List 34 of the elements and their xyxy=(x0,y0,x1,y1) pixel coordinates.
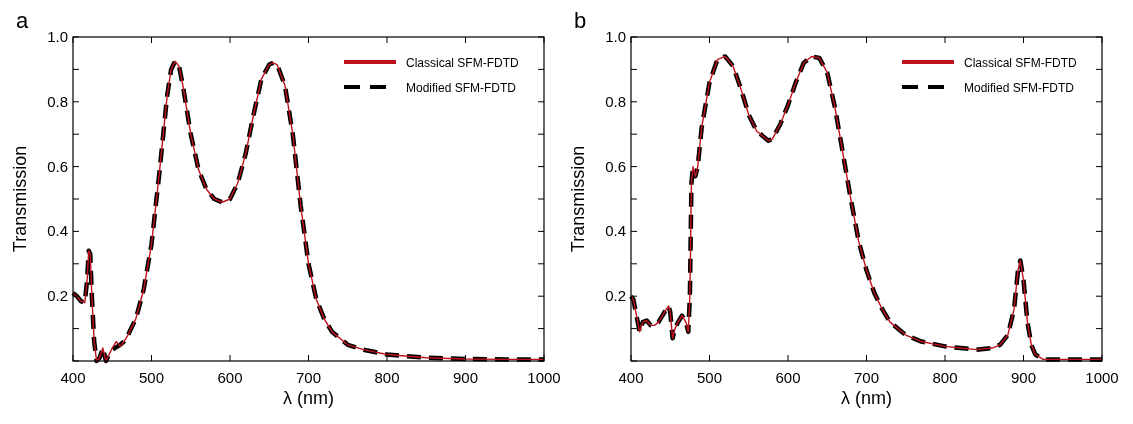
x-tick-label: 900 xyxy=(1010,369,1037,386)
y-tick-label: 1.0 xyxy=(47,28,68,45)
x-axis-title: λ (nm) xyxy=(283,388,334,408)
x-tick-label: 800 xyxy=(374,369,400,386)
y-tick-label: 0.8 xyxy=(605,92,626,110)
y-tick-label: 0.8 xyxy=(47,92,68,110)
x-tick-label: 500 xyxy=(138,369,165,386)
y-tick-label: 0.4 xyxy=(605,222,626,240)
x-axis-title: λ (nm) xyxy=(841,388,892,408)
x-tick-label: 600 xyxy=(775,369,801,386)
x-tick-label: 600 xyxy=(217,369,243,386)
x-tick-label: 1000 xyxy=(527,369,561,386)
x-tick-label: 900 xyxy=(452,369,479,386)
y-tick-label: 0.2 xyxy=(47,287,68,305)
chart-title: a xyxy=(16,8,29,33)
legend-label: Classical SFM-FDTD xyxy=(964,56,1077,70)
x-tick-label: 400 xyxy=(60,369,86,386)
chart-title: b xyxy=(574,8,587,33)
x-tick-label: 1000 xyxy=(1085,369,1119,386)
x-tick-label: 700 xyxy=(295,369,322,386)
y-tick-label: 0.2 xyxy=(605,287,626,305)
y-tick-label: 0.6 xyxy=(47,157,68,175)
y-tick-label: 0.6 xyxy=(605,157,626,175)
y-tick-label: 0.4 xyxy=(47,222,68,240)
y-tick-label: 1.0 xyxy=(605,28,626,45)
legend-label: Modified SFM-FDTD xyxy=(964,81,1075,95)
x-tick-label: 800 xyxy=(932,369,958,386)
x-tick-label: 500 xyxy=(696,369,723,386)
legend-label: Classical SFM-FDTD xyxy=(406,56,519,70)
y-axis-title: Transmission xyxy=(568,145,588,253)
x-tick-label: 400 xyxy=(618,369,644,386)
legend-label: Modified SFM-FDTD xyxy=(406,81,517,95)
y-axis-title: Transmission xyxy=(10,145,30,253)
x-tick-label: 700 xyxy=(853,369,880,386)
